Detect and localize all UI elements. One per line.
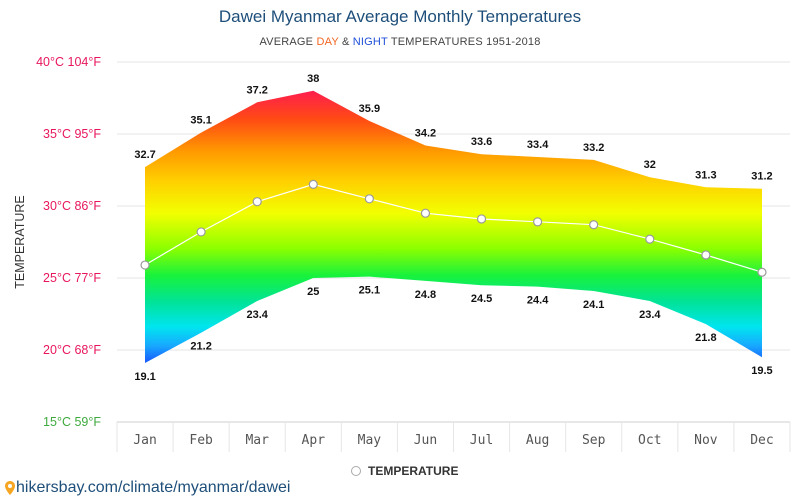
x-tick-label: Dec	[750, 433, 773, 448]
x-tick-label: Mar	[245, 433, 269, 448]
night-value-label: 21.2	[190, 341, 211, 353]
data-labels: 32.7 35.1 37.2 38 35.9 34.2 33.6 33.4 33.2 32 31.3…	[134, 73, 772, 383]
x-tick-label: Oct	[638, 433, 661, 448]
chart-subtitle: AVERAGE DAY & NIGHT TEMPERATURES 1951-20…	[0, 36, 800, 48]
y-tick-label: 30°C 86°F	[43, 199, 101, 213]
x-tick-label: May	[358, 433, 382, 448]
y-tick-label: 20°C 68°F	[43, 343, 101, 357]
avg-temp-point	[196, 227, 206, 237]
day-value-label: 33.2	[583, 142, 604, 154]
x-tick-label: Jul	[470, 433, 493, 448]
y-axis-label: TEMPERATURE	[13, 195, 27, 289]
night-value-label: 24.5	[471, 293, 492, 305]
day-value-label: 34.2	[415, 128, 436, 140]
legend-marker-icon	[351, 466, 361, 476]
day-value-label: 32.7	[134, 149, 155, 161]
day-value-label: 35.9	[359, 103, 380, 115]
avg-temp-line	[140, 179, 767, 277]
y-tick-label: 40°C 104°F	[36, 55, 101, 69]
avg-temp-point	[589, 220, 599, 230]
night-value-label: 23.4	[246, 309, 268, 321]
night-value-label: 23.4	[639, 309, 661, 321]
avg-temp-point	[364, 194, 374, 204]
day-value-label: 35.1	[190, 115, 211, 127]
night-value-label: 19.5	[751, 365, 772, 377]
x-tick-label: Apr	[302, 433, 326, 448]
day-value-label: 32	[644, 159, 656, 171]
location-pin-icon	[5, 481, 15, 495]
y-tick-label: 15°C 59°F	[43, 415, 101, 429]
day-value-label: 38	[307, 73, 319, 85]
x-tick-label: Aug	[526, 433, 549, 448]
x-tick-label: Nov	[694, 433, 718, 448]
day-value-label: 31.2	[751, 171, 772, 183]
x-axis-ticks: Jan Feb Mar Apr May Jun Jul Aug Sep Oct Nov Dec	[133, 433, 773, 448]
x-tick-label: Feb	[189, 433, 213, 448]
night-value-label: 25	[307, 286, 319, 298]
subtitle-prefix: AVERAGE	[259, 36, 317, 48]
avg-temp-point	[645, 234, 655, 244]
night-value-label: 21.8	[695, 332, 716, 344]
footer-link[interactable]: hikersbay.com/climate/myanmar/dawei	[5, 479, 290, 497]
night-value-label: 24.4	[527, 295, 549, 307]
y-tick-label: 25°C 77°F	[43, 271, 101, 285]
avg-temp-point	[476, 214, 487, 224]
y-tick-label: 35°C 95°F	[43, 127, 101, 141]
avg-temp-point	[252, 197, 262, 207]
subtitle-day: DAY	[316, 36, 339, 48]
day-value-label: 33.4	[527, 139, 549, 151]
night-value-label: 24.8	[415, 289, 436, 301]
day-value-label: 31.3	[695, 169, 716, 181]
avg-temp-point	[308, 179, 318, 189]
x-tick-label: Sep	[582, 433, 606, 448]
avg-temp-point	[757, 267, 767, 277]
x-tick-label: Jun	[414, 433, 437, 448]
night-value-label: 19.1	[134, 371, 155, 383]
subtitle-suffix: TEMPERATURES 1951-2018	[387, 36, 541, 48]
avg-temp-polyline	[144, 183, 763, 273]
avg-temp-point	[533, 217, 543, 227]
subtitle-night: NIGHT	[352, 36, 388, 48]
avg-temp-point	[420, 208, 431, 218]
x-tick-label: Jan	[133, 433, 156, 448]
night-value-label: 24.1	[583, 299, 604, 311]
day-value-label: 33.6	[471, 136, 492, 148]
y-axis-ticks: 40°C 104°F 35°C 95°F 30°C 86°F 25°C 77°F 20°…	[36, 55, 101, 429]
night-value-label: 25.1	[359, 285, 380, 297]
day-night-area	[145, 90, 762, 364]
chart-title: Dawei Myanmar Average Monthly Temperatur…	[218, 7, 582, 26]
avg-temp-point	[701, 250, 711, 260]
footer-url[interactable]: hikersbay.com/climate/myanmar/dawei	[16, 479, 291, 496]
legend-label: TEMPERATURE	[368, 464, 459, 478]
subtitle-mid: &	[338, 36, 353, 48]
day-value-label: 37.2	[246, 84, 267, 96]
legend[interactable]: TEMPERATURE	[351, 464, 458, 478]
avg-temp-point	[140, 260, 150, 270]
